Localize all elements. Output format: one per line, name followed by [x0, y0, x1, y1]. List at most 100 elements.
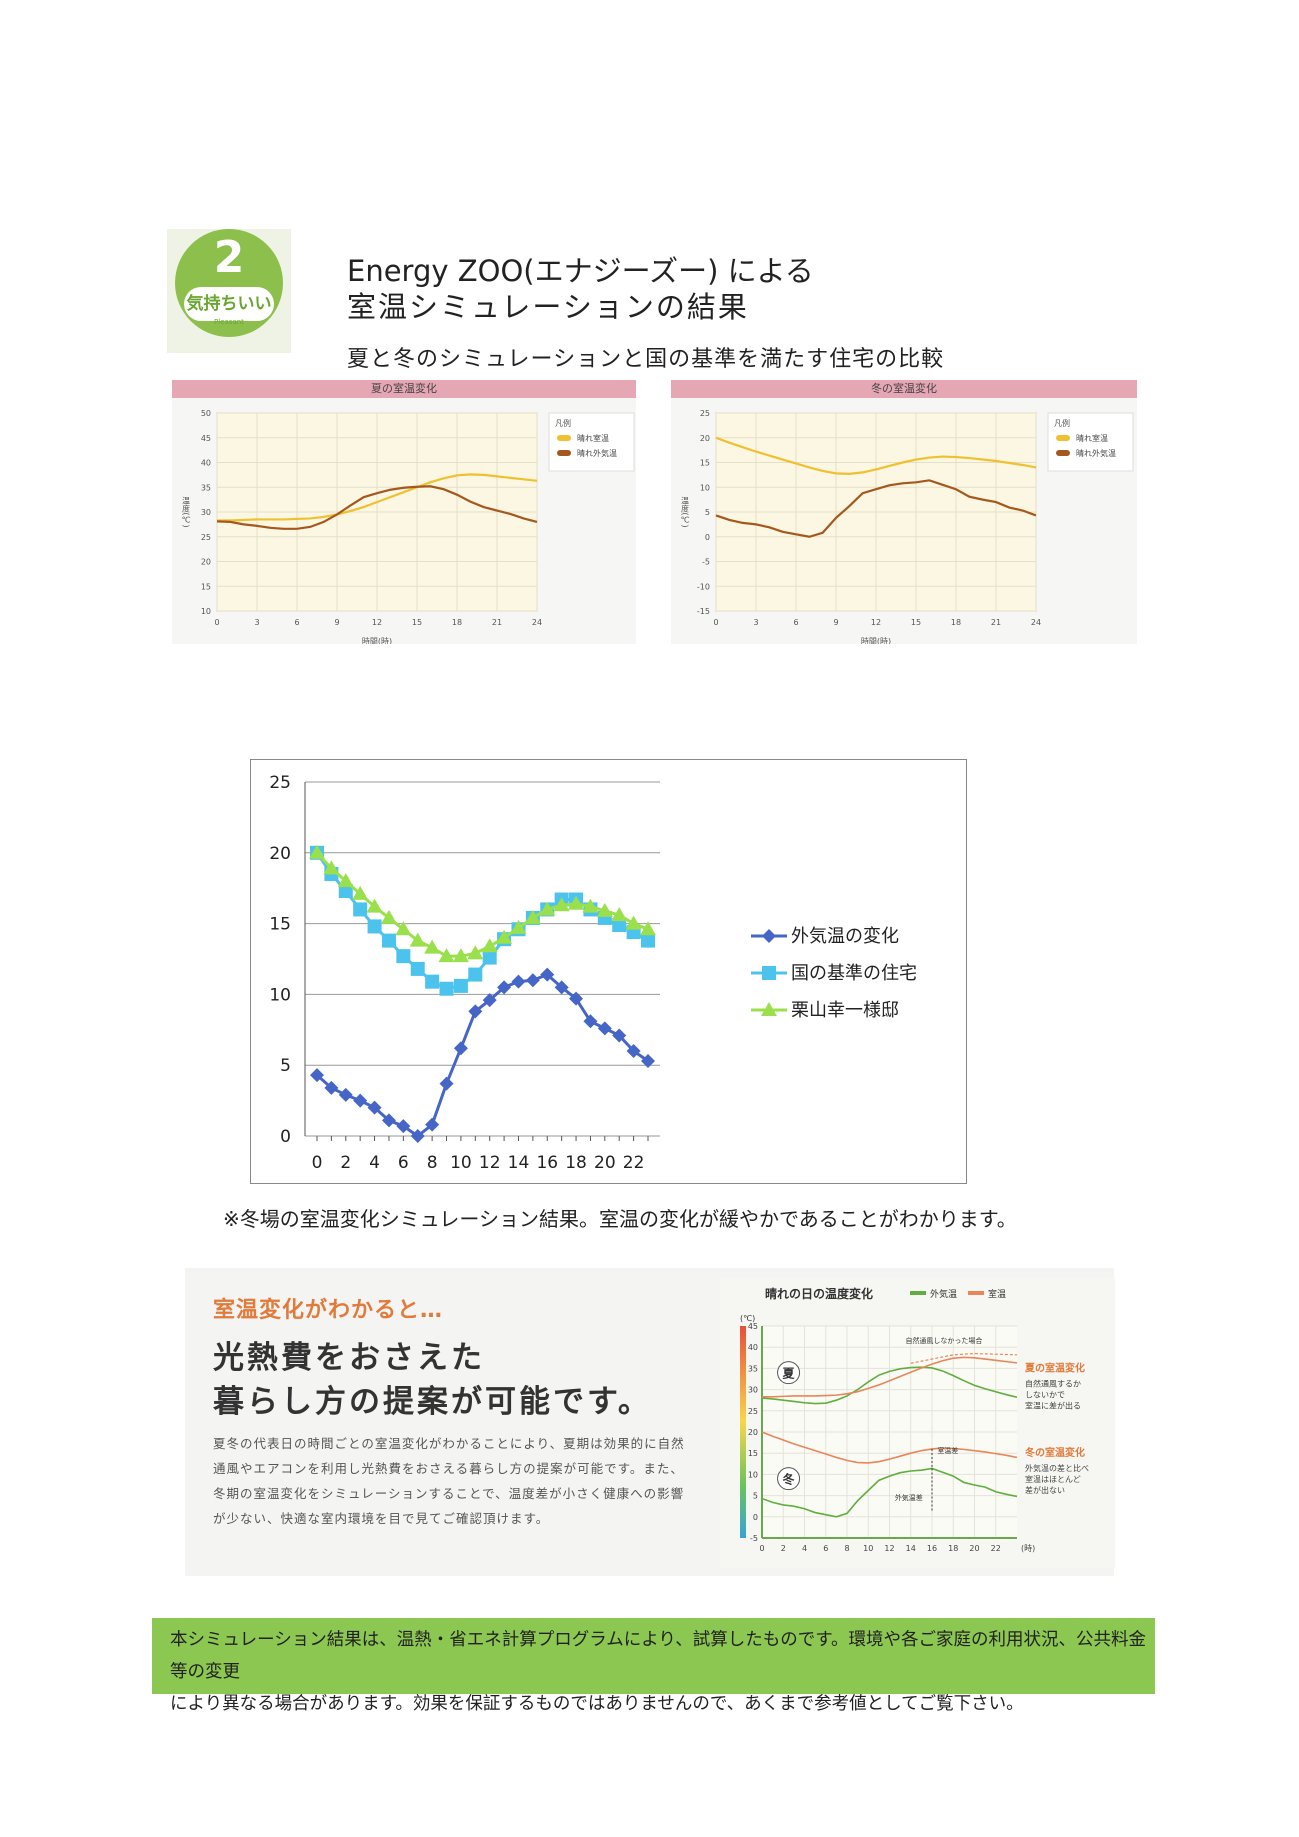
- promo-xtick-label: 16: [927, 1544, 937, 1553]
- main-data-point: [524, 909, 541, 924]
- main-ytick-label: 0: [280, 1127, 291, 1147]
- winter-legend-box: [1047, 412, 1134, 472]
- main-xtick-label: 20: [594, 1153, 616, 1173]
- main-data-point: [640, 921, 656, 936]
- summer-xtick-label: 18: [452, 618, 462, 627]
- main-data-point: [366, 898, 383, 913]
- winter-xlabel: 時間(時): [861, 637, 891, 644]
- main-data-point: [611, 907, 628, 922]
- main-data-point: [438, 948, 455, 963]
- main-xtick-label: 4: [369, 1153, 380, 1173]
- winter-marker-label: 冬: [783, 1472, 795, 1487]
- main-data-point: [309, 844, 325, 859]
- promo-y-unit: (℃): [740, 1314, 755, 1323]
- promo-lead: 室温変化がわかると…: [213, 1298, 444, 1323]
- promo-ytick-label: -5: [750, 1534, 758, 1543]
- promo-ytick-label: 5: [753, 1492, 758, 1501]
- summer-series-line: [217, 473, 538, 522]
- summer-legend-label: 晴れ外気温: [577, 448, 617, 458]
- winter-panel: 冬の室温変化 -15 -10 -5 0 5 10 15 20 25 0 3 6 9 12 15 18 21 24 時…: [671, 380, 1137, 644]
- winter-legend-label: 晴れ室温: [1076, 433, 1108, 443]
- main-legend-marker: [761, 1002, 777, 1016]
- promo-annotation: 室温差: [937, 1446, 958, 1455]
- main-xtick-label: 16: [536, 1153, 558, 1173]
- disclaimer-line-2: により異なる場合があります。効果を保証するものではありませんので、あくまで参考値…: [170, 1694, 1024, 1714]
- promo-ytick-label: 30: [748, 1386, 758, 1395]
- promo-xtick-label: 18: [948, 1544, 958, 1553]
- promo-annotation: 自然通風しなかった場合: [905, 1336, 982, 1345]
- winter-xtick-label: 21: [991, 618, 1001, 627]
- winter-xtick-label: 18: [951, 618, 961, 627]
- main-data-point: [540, 967, 555, 982]
- main-data-point: [497, 980, 512, 995]
- disclaimer-line-1: 本シミュレーション結果は、温熱・省エネ計算プログラムにより、試算したものです。環…: [170, 1630, 1146, 1682]
- page-title-line1: Energy ZOO(エナジーズー) による: [347, 254, 814, 288]
- promo-ytick-label: 20: [748, 1428, 758, 1437]
- main-data-point: [496, 929, 513, 944]
- main-data-point: [353, 1093, 368, 1108]
- summer-series-line: [216, 485, 538, 530]
- winter-ytick-label: 0: [705, 533, 710, 542]
- summer-xlabel: 時間(時): [362, 637, 392, 644]
- summer-xtick-label: 9: [334, 618, 339, 627]
- summer-xtick-label: 0: [214, 618, 219, 627]
- promo-series-line: [762, 1356, 1018, 1398]
- promo-xtick-label: 20: [969, 1544, 979, 1553]
- promo-xtick-label: 6: [823, 1544, 828, 1553]
- summer-xtick-label: 21: [492, 618, 502, 627]
- summer-xtick-label: 12: [372, 618, 382, 627]
- main-data-point: [641, 1053, 655, 1068]
- winter-ytick-label: 15: [700, 459, 710, 468]
- winter-ytick-label: -15: [697, 607, 710, 616]
- summer-panel-heading: 夏の室温変化: [172, 380, 636, 398]
- main-data-point: [410, 961, 425, 976]
- summer-legend-swatch: [557, 450, 571, 456]
- main-chart-frame: 0 5 10 15 20 25 0 2 4 6 8 10 12 14 16 18 20 22 外気温の変化 国の基準の…: [250, 759, 967, 1184]
- badge-sub: Pleasant: [214, 318, 244, 326]
- summer-panel: 夏の室温変化 10 15 20 25 30 35 40 45 50 0 3 6 9 12 15 18 21 24 時…: [172, 380, 636, 644]
- main-ytick-label: 10: [269, 985, 291, 1005]
- main-legend-label: 外気温の変化: [791, 926, 899, 947]
- main-data-point: [641, 933, 655, 948]
- promo-legend-swatch: [910, 1291, 926, 1295]
- main-xtick-label: 14: [508, 1153, 530, 1173]
- winter-ytick-label: 5: [705, 508, 710, 517]
- promo-xtick-label: 0: [759, 1544, 764, 1553]
- main-data-point: [409, 932, 426, 947]
- summer-marker-icon: [777, 1361, 801, 1385]
- main-data-point: [511, 974, 526, 989]
- main-xtick-label: 8: [427, 1153, 438, 1173]
- main-data-point: [425, 974, 440, 989]
- main-data-point: [468, 1004, 483, 1019]
- main-legend-marker: [762, 929, 776, 943]
- winter-panel-heading: 冬の室温変化: [671, 380, 1137, 398]
- winter-xtick-label: 9: [833, 618, 838, 627]
- summer-legend-title: 凡例: [555, 418, 571, 428]
- main-data-point: [612, 1028, 627, 1043]
- promo-ytick-label: 0: [753, 1513, 758, 1522]
- main-data-point: [367, 1100, 382, 1115]
- main-legend-label: 国の基準の住宅: [791, 963, 917, 984]
- main-data-point: [597, 1021, 612, 1036]
- main-legend-marker: [762, 966, 776, 980]
- disclaimer-text: 本シミュレーション結果は、温熱・省エネ計算プログラムにより、試算したものです。環…: [170, 1624, 1155, 1720]
- main-series-line: [316, 972, 649, 1138]
- summer-chart: 10 15 20 25 30 35 40 45 50 0 3 6 9 12 15 18 21 24 時間(時) 温度(…: [181, 409, 635, 644]
- summer-xtick-label: 3: [254, 618, 259, 627]
- summer-ytick-label: 15: [201, 582, 211, 591]
- promo-xtick-label: 2: [781, 1544, 786, 1553]
- main-data-point: [453, 978, 468, 993]
- promo-headline-1: 光熱費をおさえた: [213, 1340, 485, 1376]
- winter-xtick-label: 15: [911, 618, 921, 627]
- summer-marker-label: 夏: [783, 1367, 796, 1381]
- main-data-point: [324, 1080, 339, 1095]
- summer-side-title: 夏の室温変化: [1024, 1361, 1085, 1374]
- main-data-point: [625, 915, 642, 930]
- promo-ytick-label: 10: [748, 1470, 758, 1479]
- winter-legend-swatch: [1056, 435, 1070, 441]
- main-xtick-label: 10: [450, 1153, 472, 1173]
- main-data-point: [396, 1119, 411, 1134]
- main-data-point: [395, 921, 412, 936]
